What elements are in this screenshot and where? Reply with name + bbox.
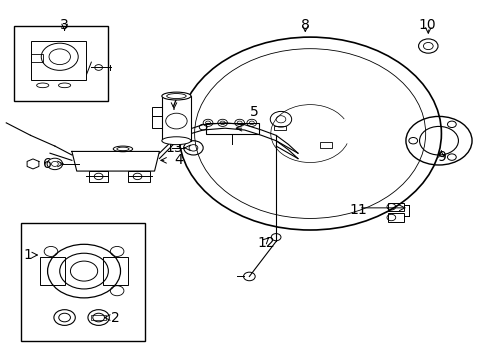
Bar: [30, 54, 42, 62]
Bar: [152, 116, 162, 128]
Bar: [127, 171, 149, 182]
Bar: [89, 171, 108, 182]
Bar: [387, 213, 403, 222]
Bar: [40, 257, 64, 285]
Bar: [30, 41, 86, 80]
Polygon shape: [72, 152, 159, 171]
Text: 13: 13: [165, 141, 183, 155]
Bar: [103, 257, 127, 285]
Text: 8: 8: [300, 18, 309, 32]
Text: 4: 4: [174, 153, 183, 167]
Bar: [162, 96, 191, 141]
Bar: [21, 223, 144, 341]
Text: 2: 2: [111, 311, 120, 324]
Ellipse shape: [162, 137, 191, 145]
Text: 10: 10: [417, 18, 435, 32]
Text: 1: 1: [23, 248, 33, 262]
Text: 5: 5: [249, 105, 258, 119]
Ellipse shape: [162, 92, 191, 100]
Bar: [14, 26, 108, 102]
Bar: [319, 143, 331, 148]
Bar: [387, 203, 403, 211]
Text: 12: 12: [257, 235, 275, 249]
Text: 9: 9: [436, 150, 445, 164]
Bar: [205, 123, 259, 134]
Text: 11: 11: [349, 203, 367, 217]
Bar: [273, 126, 285, 130]
Text: 6: 6: [43, 157, 52, 171]
Text: 7: 7: [169, 96, 178, 110]
Bar: [152, 107, 162, 116]
Text: 3: 3: [60, 18, 69, 32]
Bar: [91, 315, 106, 320]
